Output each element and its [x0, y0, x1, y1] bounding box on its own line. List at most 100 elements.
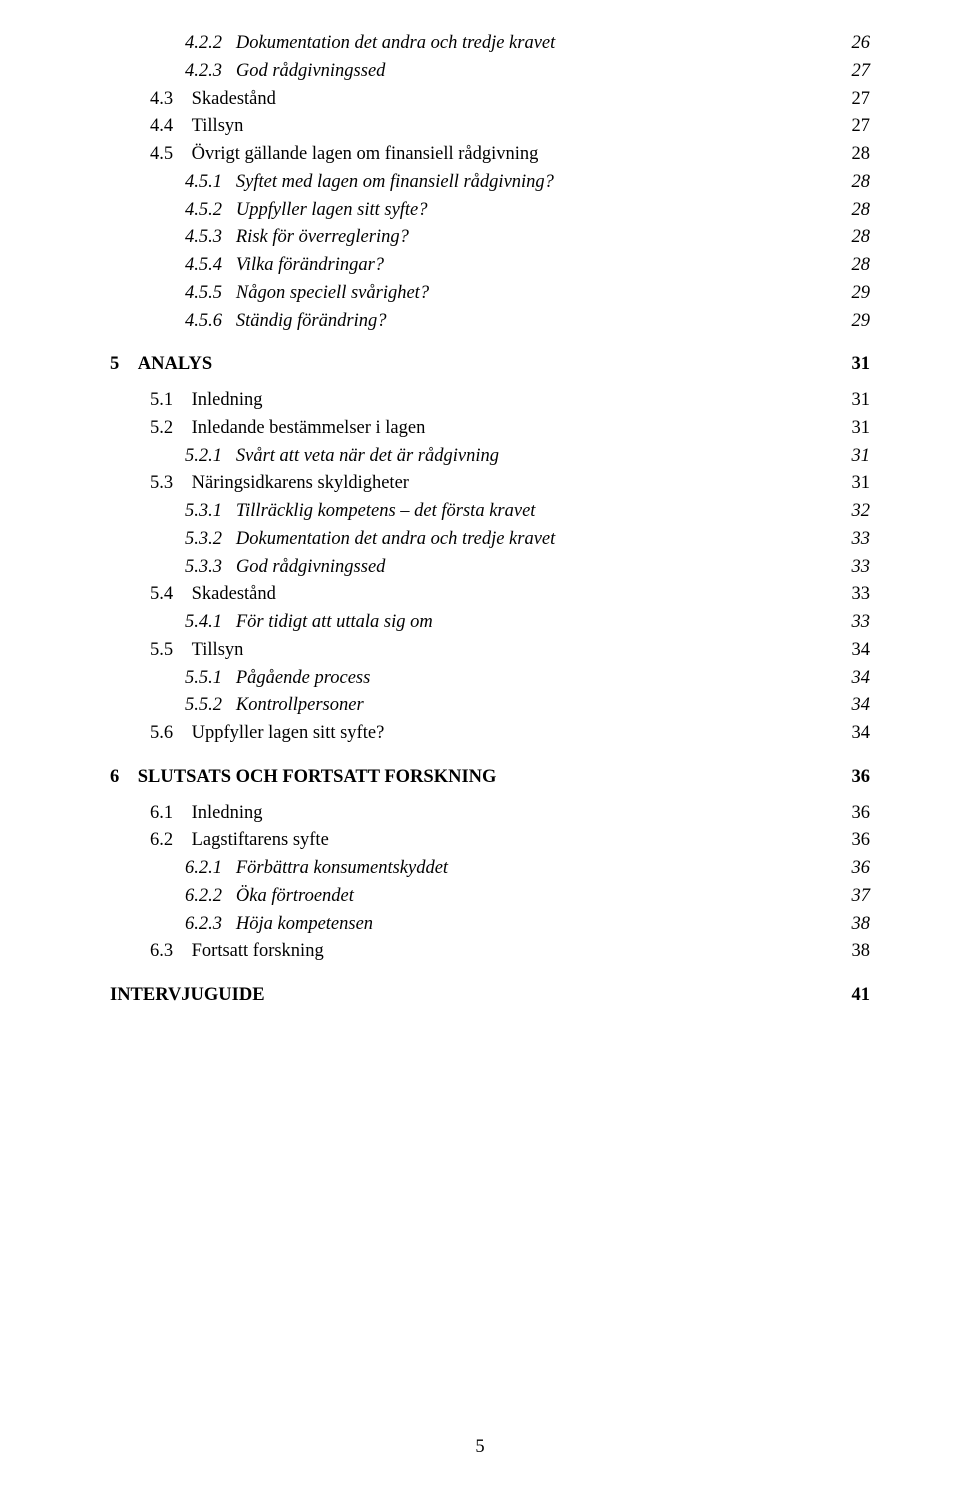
- toc-entry-number: 5.6: [150, 720, 192, 748]
- toc-entry-title: Ständig förändring?: [236, 308, 387, 336]
- toc-entry-number: 6.2: [150, 827, 192, 855]
- toc-entry-title: Uppfyller lagen sitt syfte?: [236, 197, 428, 225]
- toc-entry: INTERVJUGUIDE 41: [110, 982, 870, 1010]
- toc-entry: 6.1 Inledning 36: [110, 800, 870, 828]
- toc-entry-page: 31: [852, 387, 871, 415]
- toc-entry-title: Inledning: [192, 800, 263, 828]
- toc-entry: 6.2.1 Förbättra konsumentskyddet 36: [110, 855, 870, 883]
- toc-entry: 6.2.2 Öka förtroendet 37: [110, 883, 870, 911]
- toc-entry-title: Skadestånd: [192, 581, 276, 609]
- toc-entry-number: 5: [110, 351, 138, 379]
- toc-entry-title: Pågående process: [236, 665, 370, 693]
- toc-entry-title: Syftet med lagen om finansiell rådgivnin…: [236, 169, 554, 197]
- toc-entry: 6.3 Fortsatt forskning 38: [110, 938, 870, 966]
- toc-entry-page: 33: [852, 581, 871, 609]
- toc-entry-page: 27: [852, 58, 871, 86]
- toc-entry: 5.3.3 God rådgivningssed 33: [110, 554, 870, 582]
- toc-entry-number: 4.5.3: [185, 224, 236, 252]
- toc-entry-title: Näringsidkarens skyldigheter: [192, 470, 409, 498]
- toc-entry-title: Öka förtroendet: [236, 883, 354, 911]
- toc-entry: 6.2 Lagstiftarens syfte 36: [110, 827, 870, 855]
- toc-entry-title: Någon speciell svårighet?: [236, 280, 429, 308]
- toc-entry-title: SLUTSATS OCH FORTSATT FORSKNING: [138, 764, 497, 792]
- toc-entry-page: 38: [852, 938, 871, 966]
- toc-entry-page: 34: [852, 665, 871, 693]
- toc-entry-page: 27: [852, 86, 871, 114]
- toc-entry: 5.3.2 Dokumentation det andra och tredje…: [110, 526, 870, 554]
- toc-entry: 5 ANALYS 31: [110, 351, 870, 379]
- toc-entry-number: 5.2.1: [185, 443, 236, 471]
- toc-entry-page: 26: [852, 30, 871, 58]
- toc-entry: 4.5.3 Risk för överreglering? 28: [110, 224, 870, 252]
- toc-entry-title: Förbättra konsumentskyddet: [236, 855, 448, 883]
- toc-entry-page: 36: [852, 800, 871, 828]
- toc-entry: 4.5.2 Uppfyller lagen sitt syfte? 28: [110, 197, 870, 225]
- toc-entry-number: 5.5: [150, 637, 192, 665]
- toc-entry-number: 6: [110, 764, 138, 792]
- toc-entry-number: 5.2: [150, 415, 192, 443]
- toc-entry-number: 5.5.2: [185, 692, 236, 720]
- toc-entry-page: 32: [852, 498, 871, 526]
- toc-entry-number: 4.5.1: [185, 169, 236, 197]
- toc-entry-number: 5.3.3: [185, 554, 236, 582]
- toc-entry-number: 5.3.2: [185, 526, 236, 554]
- toc-entry-number: 4.5: [150, 141, 192, 169]
- toc-entry: 5.2 Inledande bestämmelser i lagen 31: [110, 415, 870, 443]
- toc-entry-title: Fortsatt forskning: [192, 938, 324, 966]
- page-number: 5: [475, 1437, 484, 1458]
- toc-entry: 4.2.2 Dokumentation det andra och tredje…: [110, 30, 870, 58]
- toc-entry-number: 4.5.4: [185, 252, 236, 280]
- toc-entry: 4.5.6 Ständig förändring? 29: [110, 308, 870, 336]
- toc-entry-number: 6.1: [150, 800, 192, 828]
- toc-entry-page: 34: [852, 720, 871, 748]
- toc-entry: 5.5.1 Pågående process 34: [110, 665, 870, 693]
- toc-entry: 5.4.1 För tidigt att uttala sig om 33: [110, 609, 870, 637]
- toc-entry-title: Höja kompetensen: [236, 911, 373, 939]
- toc-entry: 6.2.3 Höja kompetensen 38: [110, 911, 870, 939]
- toc-entry: 4.5 Övrigt gällande lagen om finansiell …: [110, 141, 870, 169]
- toc-entry-number: 4.5.5: [185, 280, 236, 308]
- toc-entry-number: 5.5.1: [185, 665, 236, 693]
- toc-entry-title: Svårt att veta när det är rådgivning: [236, 443, 499, 471]
- toc-entry-number: 5.4.1: [185, 609, 236, 637]
- toc-entry: 5.3 Näringsidkarens skyldigheter 31: [110, 470, 870, 498]
- toc-entry: 5.6 Uppfyller lagen sitt syfte? 34: [110, 720, 870, 748]
- toc-entry-page: 33: [852, 526, 871, 554]
- toc-entry-number: 4.4: [150, 113, 192, 141]
- toc-page: 4.2.2 Dokumentation det andra och tredje…: [0, 0, 960, 1508]
- toc-entry-page: 28: [852, 169, 871, 197]
- toc-entry-title: Risk för överreglering?: [236, 224, 409, 252]
- toc-entry-title: Inledning: [192, 387, 263, 415]
- toc-entry-title: Uppfyller lagen sitt syfte?: [192, 720, 385, 748]
- toc-entry-page: 31: [852, 415, 871, 443]
- toc-entry-number: 4.2.3: [185, 58, 236, 86]
- toc-entry-number: 5.3: [150, 470, 192, 498]
- toc-entry-page: 28: [852, 224, 871, 252]
- toc-entry: 4.5.1 Syftet med lagen om finansiell råd…: [110, 169, 870, 197]
- toc-entry-page: 33: [852, 609, 871, 637]
- toc-entry-number: 4.2.2: [185, 30, 236, 58]
- toc-entry-title: Lagstiftarens syfte: [192, 827, 329, 855]
- toc-entry: 4.5.5 Någon speciell svårighet? 29: [110, 280, 870, 308]
- toc-entry: 4.5.4 Vilka förändringar? 28: [110, 252, 870, 280]
- toc-entry-number: 4.5.6: [185, 308, 236, 336]
- table-of-contents: 4.2.2 Dokumentation det andra och tredje…: [110, 30, 870, 1010]
- toc-entry-title: Dokumentation det andra och tredje krave…: [236, 30, 555, 58]
- toc-entry-number: 4.3: [150, 86, 192, 114]
- toc-entry-page: 31: [852, 351, 871, 379]
- toc-entry-page: 29: [852, 280, 871, 308]
- toc-entry-number: 6.3: [150, 938, 192, 966]
- toc-entry-page: 28: [852, 252, 871, 280]
- toc-entry-page: 28: [852, 197, 871, 225]
- toc-entry-page: 36: [852, 855, 871, 883]
- toc-entry-title: INTERVJUGUIDE: [110, 982, 265, 1010]
- toc-entry-number: 5.3.1: [185, 498, 236, 526]
- toc-entry-title: Tillsyn: [192, 637, 244, 665]
- toc-entry-page: 36: [852, 827, 871, 855]
- toc-entry-page: 36: [852, 764, 871, 792]
- toc-entry-title: Dokumentation det andra och tredje krave…: [236, 526, 555, 554]
- toc-entry: 5.5.2 Kontrollpersoner 34: [110, 692, 870, 720]
- toc-entry-title: Kontrollpersoner: [236, 692, 364, 720]
- toc-entry-number: 5.4: [150, 581, 192, 609]
- toc-entry: 5.5 Tillsyn 34: [110, 637, 870, 665]
